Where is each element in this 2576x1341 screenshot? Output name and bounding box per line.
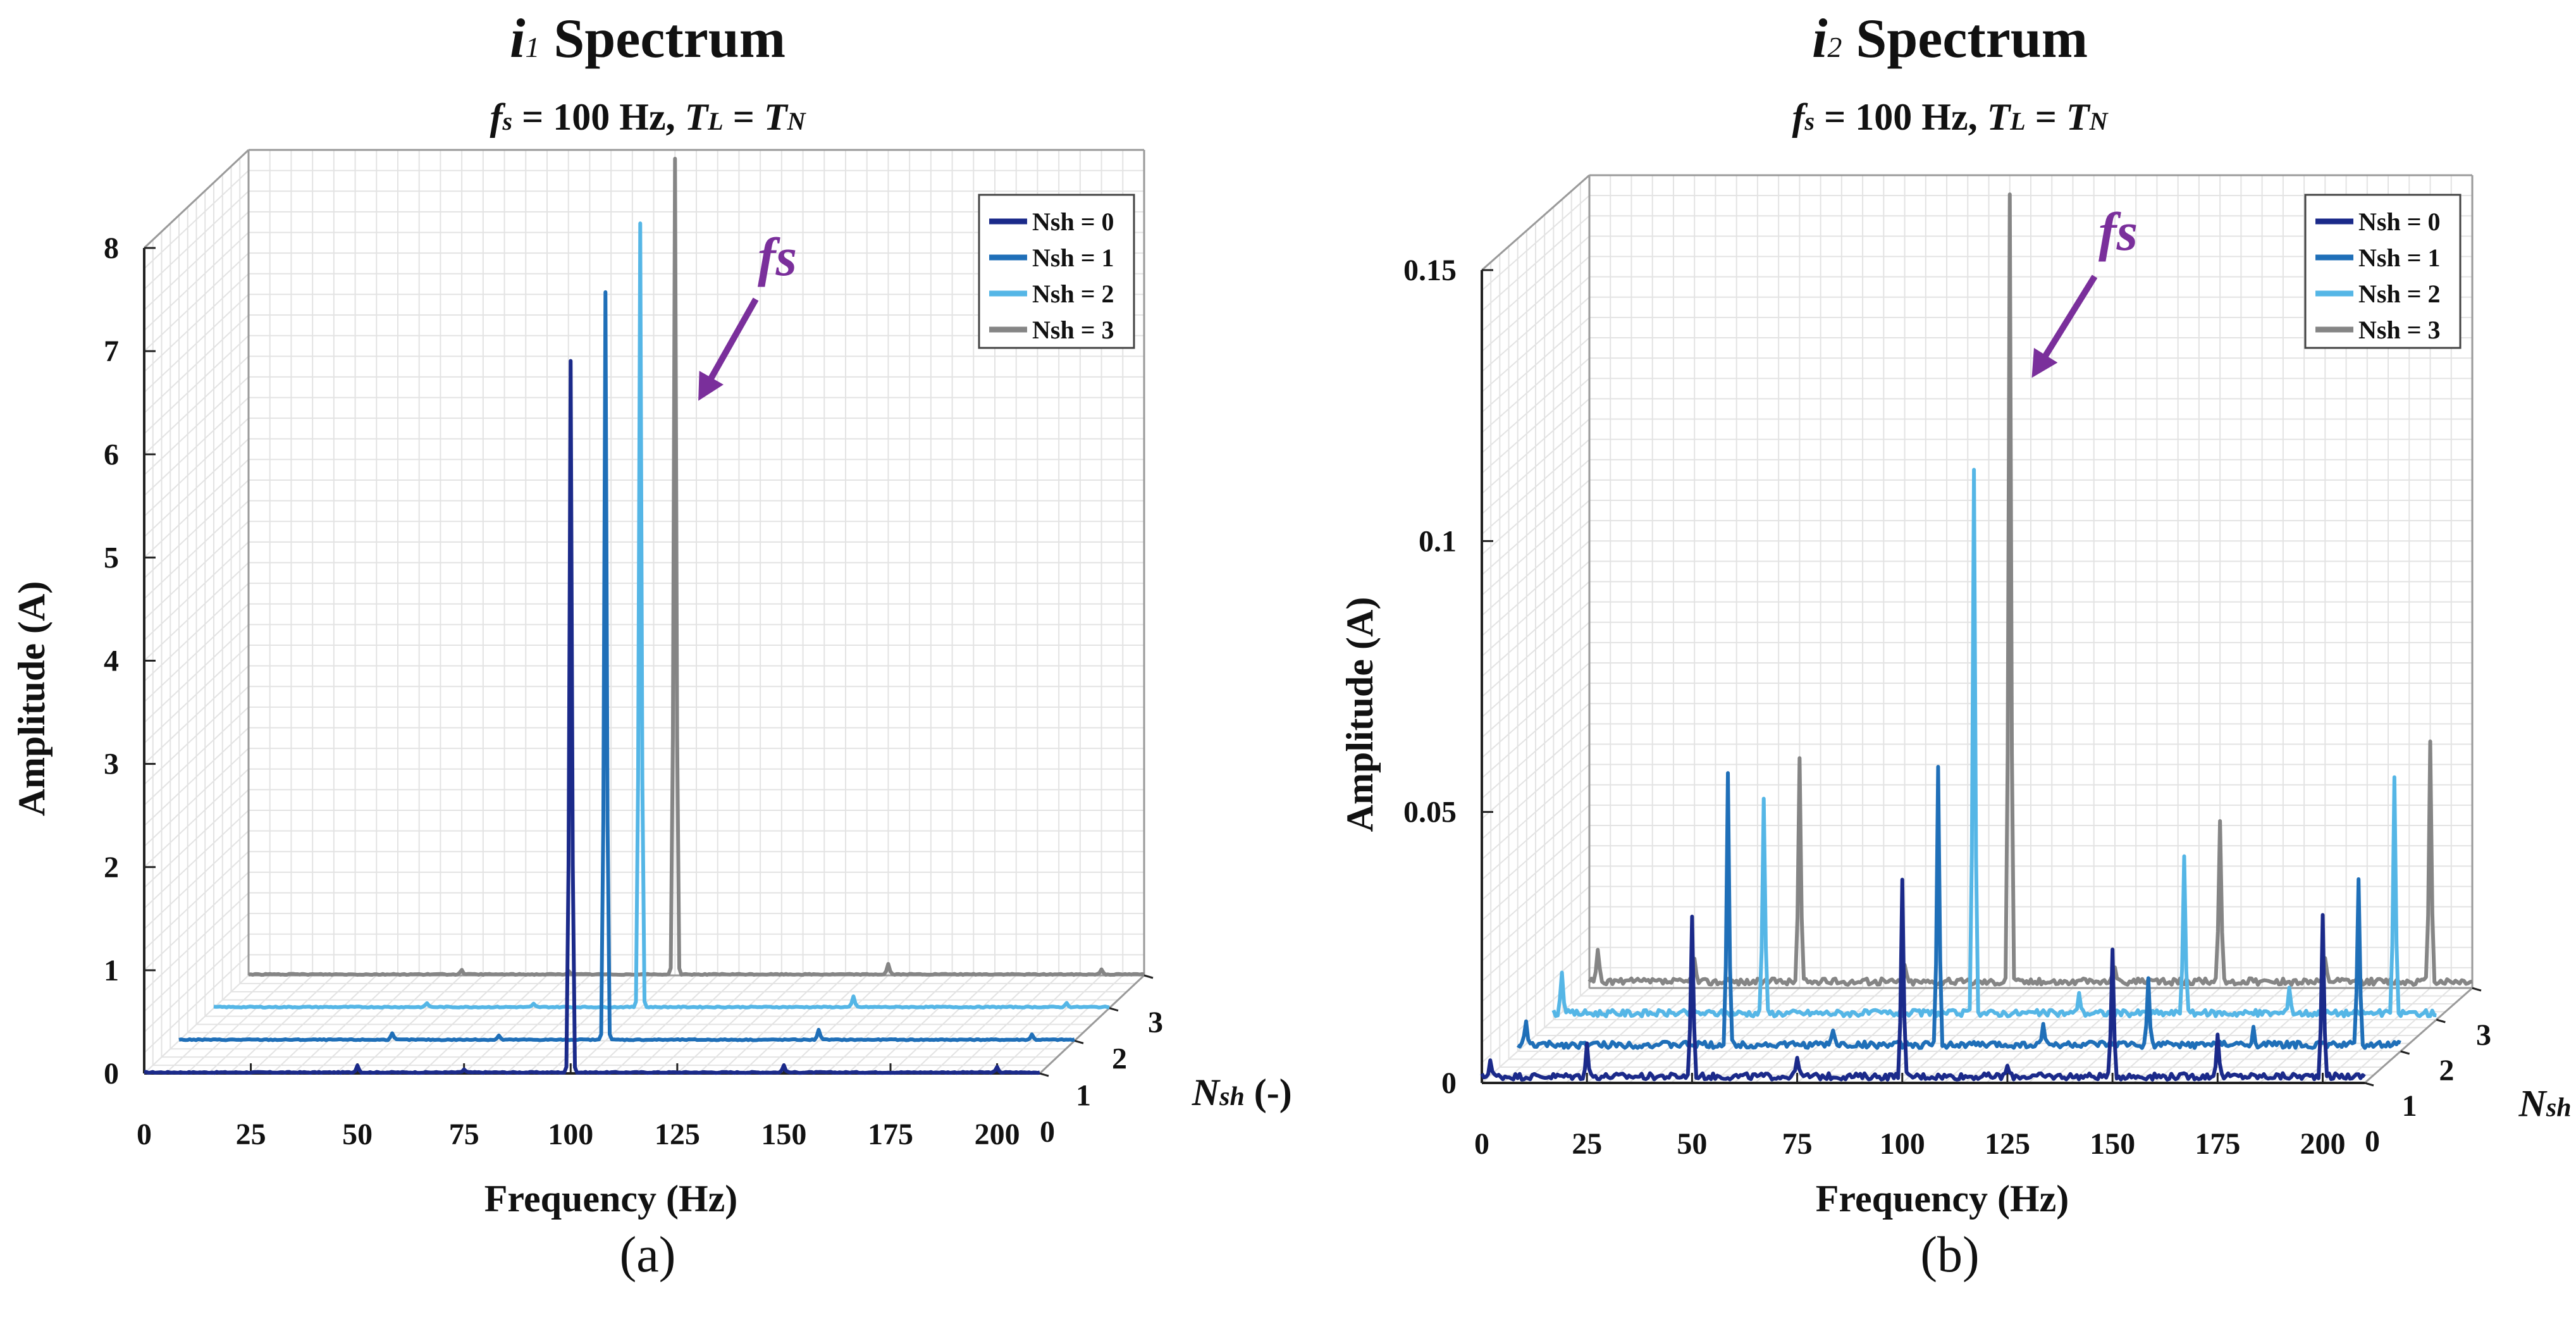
x-tick-label: 125: [655, 1118, 700, 1151]
z-tick-mark: [1143, 974, 1154, 979]
z-tick-label: 0: [2365, 1125, 2380, 1158]
z-tick-mark: [2400, 1050, 2410, 1055]
y-tick-label: 7: [104, 335, 119, 368]
y-tick-label: 1: [104, 954, 119, 987]
fs-arrow-shaft: [701, 297, 759, 393]
series-line-nsh-2: [1551, 467, 2437, 1018]
z-tick-label: 1: [2402, 1089, 2417, 1123]
series-line-nsh-0: [1480, 877, 2366, 1082]
y-tick-label: 0.05: [1403, 796, 1457, 829]
fs-annotation-label: fs: [2098, 201, 2138, 262]
z-tick-label: 2: [1112, 1042, 1127, 1076]
y-tick-label: 3: [104, 748, 119, 781]
chart-title: i2 Spectrum: [1812, 8, 2088, 70]
x-axis-label: Frequency (Hz): [1816, 1178, 2069, 1220]
legend-label-nsh-2: Nsh = 2: [2358, 280, 2441, 308]
z-tick-label: 3: [2476, 1018, 2491, 1052]
y-axis-label: Amplitude (A): [1339, 597, 1381, 832]
fs-annotation: fs: [2031, 201, 2138, 378]
fs-arrow-head: [698, 371, 724, 401]
z-tick-mark: [2472, 987, 2482, 992]
z-tick-mark: [2364, 1082, 2374, 1087]
series-line-nsh-2: [213, 221, 1110, 1010]
panel-label: (b): [1920, 1227, 1979, 1283]
axis-box-edge: [143, 149, 250, 249]
z-tick-label: 0: [1040, 1115, 1055, 1149]
x-tick-label: 175: [2195, 1127, 2240, 1161]
x-tick-label: 50: [1677, 1127, 1707, 1161]
z-tick-mark: [1109, 1007, 1119, 1012]
panel-b-i2-spectrum: 00.050.10.150 25 50 75 100 125 150 175 200 0123Ns…: [1339, 8, 2576, 1283]
y-tick-label: 0.1: [1419, 524, 1457, 558]
chart-title: i1 Spectrum: [510, 8, 786, 70]
x-tick-label: 150: [2090, 1127, 2135, 1161]
x-tick-label: 0: [1474, 1127, 1489, 1161]
y-axis-label: Amplitude (A): [11, 581, 52, 817]
x-tick-label: 25: [236, 1118, 266, 1151]
axis-box-edge: [1481, 174, 1590, 271]
series-line-nsh-1: [1516, 765, 2401, 1050]
legend: Nsh = 0 Nsh = 1 Nsh = 2 Nsh = 3: [2304, 194, 2462, 349]
axis-box: [1481, 174, 2474, 1084]
series-line-nsh-0: [144, 359, 1040, 1075]
legend-label-nsh-0: Nsh = 0: [2358, 207, 2441, 236]
y-tick-label: 6: [104, 438, 119, 471]
y-tick-label: 0: [104, 1057, 119, 1091]
z-axis-label: Nsh (-): [1192, 1072, 1292, 1113]
legend-label-nsh-2: Nsh = 2: [1032, 280, 1114, 308]
x-tick-label: 100: [1880, 1127, 1925, 1161]
fs-arrow-head: [2031, 348, 2058, 378]
z-tick-mark: [1039, 1072, 1049, 1077]
x-tick-label: 0: [137, 1118, 152, 1151]
y-tick-label: 0: [1441, 1066, 1457, 1100]
grid-lines: [144, 149, 1145, 1074]
series-line-nsh-3: [248, 156, 1145, 977]
x-tick-label: 200: [975, 1118, 1020, 1151]
legend-label-nsh-3: Nsh = 3: [1032, 316, 1114, 344]
legend-label-nsh-1: Nsh = 1: [1032, 244, 1114, 272]
legend-label-nsh-3: Nsh = 3: [2358, 316, 2441, 344]
z-tick-label: 3: [1148, 1006, 1163, 1039]
chart-subtitle: fs = 100 Hz, TL = TN: [1792, 96, 2109, 138]
x-tick-label: 75: [449, 1118, 479, 1151]
legend-label-nsh-1: Nsh = 1: [2358, 244, 2441, 272]
x-axis-label: Frequency (Hz): [484, 1178, 737, 1220]
x-tick-label: 50: [342, 1118, 373, 1151]
x-tick-label: 175: [868, 1118, 913, 1151]
chart-subtitle: fs = 100 Hz, TL = TN: [490, 96, 807, 138]
z-axis-label: Nsh (-): [2518, 1083, 2576, 1125]
y-tick-label: 5: [104, 541, 119, 574]
x-tick-label: 75: [1782, 1127, 1813, 1161]
y-tick-label: 4: [104, 645, 119, 678]
y-tick-label: 8: [104, 232, 119, 265]
spectra-series: [1480, 192, 2473, 1082]
axis-box-edge: [2364, 987, 2473, 1084]
fs-annotation: fs: [698, 226, 797, 401]
x-tick-label: 100: [548, 1118, 593, 1151]
panel-label: (a): [620, 1227, 676, 1283]
x-tick-label: 150: [761, 1118, 806, 1151]
y-tick-label: 2: [104, 851, 119, 884]
fs-arrow-shaft: [2035, 275, 2098, 370]
x-tick-label: 125: [1985, 1127, 2030, 1161]
legend: Nsh = 0 Nsh = 1 Nsh = 2 Nsh = 3: [978, 194, 1135, 349]
spectra-series: [144, 156, 1145, 1075]
axis-box-edge: [1038, 974, 1145, 1075]
series-line-nsh-1: [178, 290, 1075, 1042]
z-tick-mark: [2436, 1018, 2446, 1023]
fs-annotation-label: fs: [758, 226, 797, 287]
y-tick-label: 0.15: [1403, 254, 1457, 287]
z-tick-label: 2: [2439, 1054, 2454, 1087]
x-tick-label: 25: [1572, 1127, 1602, 1161]
legend-label-nsh-0: Nsh = 0: [1032, 207, 1114, 236]
x-tick-label: 200: [2300, 1127, 2346, 1161]
z-tick-mark: [1074, 1039, 1084, 1044]
z-tick-label: 1: [1076, 1078, 1091, 1112]
